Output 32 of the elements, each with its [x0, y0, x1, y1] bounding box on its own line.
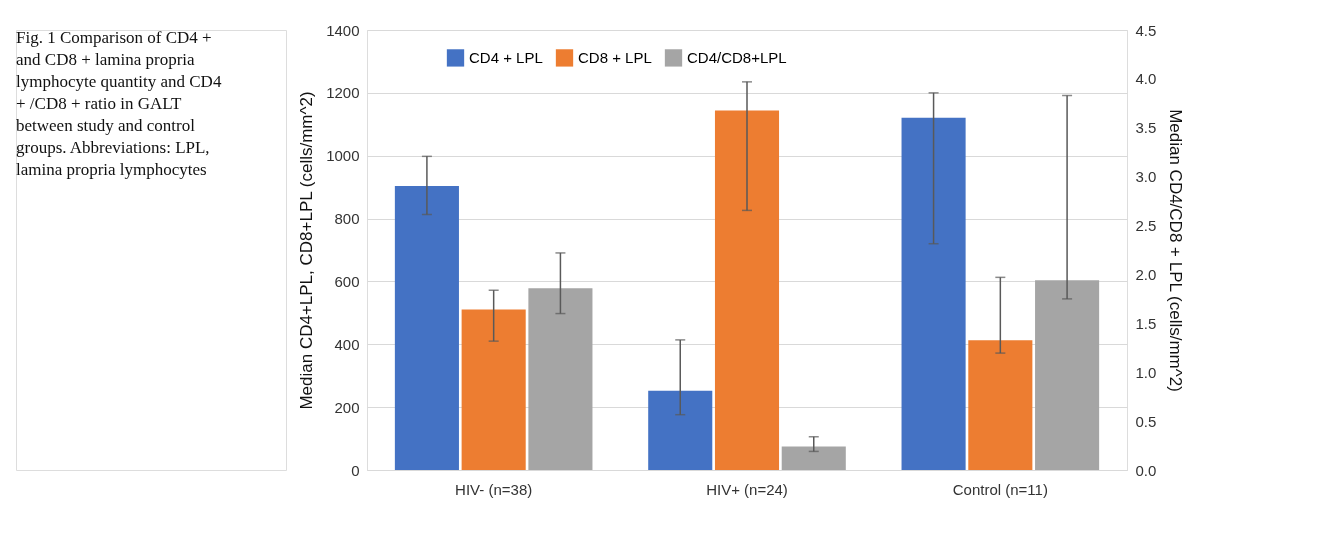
- y2-tick-label: 3.0: [1135, 168, 1157, 186]
- bar: [781, 446, 846, 470]
- caption: Fig. 1 Comparison of CD4 + and CD8 + lamina propria lymphocyte quantity and CD4 + /CD8 + ratio in GALT between study and control groups. Abbreviations: LPL, lamina propria lymphocytes: [16, 28, 222, 179]
- y-tick-label: 1200: [326, 84, 360, 102]
- y-tick-label: 0: [351, 461, 360, 479]
- legend-label: CD4/CD8+LPL: [687, 48, 787, 66]
- y-tick-label: 1400: [326, 21, 360, 39]
- y-tick-label: 200: [334, 398, 360, 416]
- y2-tick-label: 1.0: [1135, 363, 1157, 381]
- bar: [648, 390, 713, 470]
- y-tick-label: 400: [334, 335, 360, 353]
- y2-axis-title: Median CD4/CD8 + LPL (cells/mm^2): [1166, 109, 1186, 392]
- y2-tick-label: 4.5: [1135, 21, 1157, 39]
- y2-tick-label: 4.0: [1135, 70, 1157, 88]
- bar: [394, 185, 459, 470]
- legend-label: CD4 + LPL: [469, 48, 543, 66]
- x-tick-label: Control (n=11): [952, 480, 1048, 498]
- x-tick-label: HIV+ (n=24): [706, 480, 788, 498]
- bar: [714, 110, 780, 470]
- y2-tick-label: 2.5: [1135, 217, 1157, 235]
- y-tick-label: 1000: [326, 147, 360, 165]
- y-tick-label: 800: [334, 210, 360, 228]
- y2-tick-label: 3.5: [1135, 119, 1157, 137]
- y-tick-label: 600: [334, 272, 360, 290]
- x-tick-label: HIV- (n=38): [455, 480, 533, 498]
- y2-tick-label: 2.0: [1135, 265, 1157, 283]
- bar: [901, 117, 966, 470]
- y2-tick-label: 0.0: [1135, 461, 1157, 479]
- legend-label: CD8 + LPL: [578, 48, 652, 66]
- y2-tick-label: 1.5: [1135, 314, 1157, 332]
- y2-tick-label: 0.5: [1135, 412, 1157, 430]
- y-axis-title: Median CD4+LPL, CD8+LPL (cells/mm^2): [297, 91, 317, 410]
